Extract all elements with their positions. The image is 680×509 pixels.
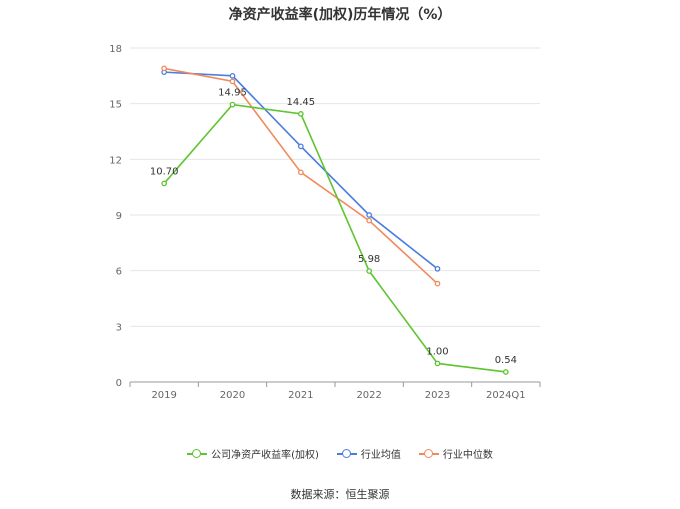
- x-tick-label: 2024Q1: [486, 390, 526, 401]
- y-tick-label: 9: [116, 211, 122, 222]
- series-line: [163, 103, 506, 373]
- data-point: [229, 72, 236, 79]
- data-point: [229, 78, 236, 85]
- legend-item[interactable]: 公司净资产收益率(加权): [187, 446, 319, 461]
- y-tick-label: 6: [116, 267, 122, 278]
- legend-item[interactable]: 行业均值: [336, 446, 401, 461]
- data-label: 14.45: [287, 97, 316, 108]
- y-tick-label: 12: [109, 155, 122, 166]
- legend-swatch-icon: [187, 448, 208, 459]
- data-label: 14.95: [218, 88, 247, 99]
- data-point: [502, 369, 509, 375]
- data-label: 0.54: [495, 355, 517, 366]
- legend-label: 行业均值: [360, 450, 401, 461]
- series-lines: [161, 65, 509, 375]
- data-point: [434, 280, 441, 287]
- x-tick-label: 2020: [220, 390, 245, 401]
- x-tick-label: 2022: [356, 390, 381, 401]
- legend-label: 行业中位数: [442, 450, 493, 461]
- axes: 0 3 6 9 12 15 18 2019 2020 2021 2022 2023 2024Q1: [109, 44, 541, 401]
- legend-swatch-icon: [418, 448, 439, 459]
- line-chart: 0 3 6 9 12 15 18 2019 2020 2021 2022 2023 2024Q1 10.…: [109, 44, 541, 401]
- y-tick-label: 3: [116, 322, 122, 333]
- data-label: 1.00: [426, 346, 448, 357]
- data-point: [366, 268, 373, 274]
- data-point: [297, 111, 304, 117]
- data-point: [297, 169, 304, 176]
- x-tick-label: 2019: [151, 390, 176, 401]
- x-tick-label: 2021: [288, 390, 313, 401]
- x-tick-label: 2023: [425, 390, 450, 401]
- data-point: [366, 217, 373, 224]
- data-point: [366, 212, 373, 218]
- legend: 公司净资产收益率(加权) 行业均值 行业中位数: [0, 446, 680, 461]
- chart-title: 净资产收益率(加权)历年情况（%）: [228, 7, 452, 23]
- y-tick-label: 15: [109, 100, 122, 111]
- y-tick-label: 0: [116, 378, 122, 389]
- y-tick-label: 18: [109, 44, 122, 55]
- data-label: 10.70: [150, 166, 179, 177]
- data-point: [434, 265, 441, 272]
- data-label: 5.98: [358, 254, 380, 265]
- data-source-note: 数据来源：恒生聚源: [290, 488, 390, 501]
- legend-label: 公司净资产收益率(加权): [211, 450, 319, 461]
- grid-lines: [130, 47, 540, 327]
- legend-item[interactable]: 行业中位数: [418, 446, 493, 461]
- data-point: [229, 101, 236, 108]
- legend-swatch-icon: [336, 448, 357, 459]
- data-labels: 10.70 14.95 14.45 5.98 1.00 0.54: [150, 88, 517, 366]
- data-point: [161, 65, 168, 72]
- data-point: [297, 143, 304, 150]
- data-point: [161, 180, 168, 187]
- data-point: [434, 360, 441, 367]
